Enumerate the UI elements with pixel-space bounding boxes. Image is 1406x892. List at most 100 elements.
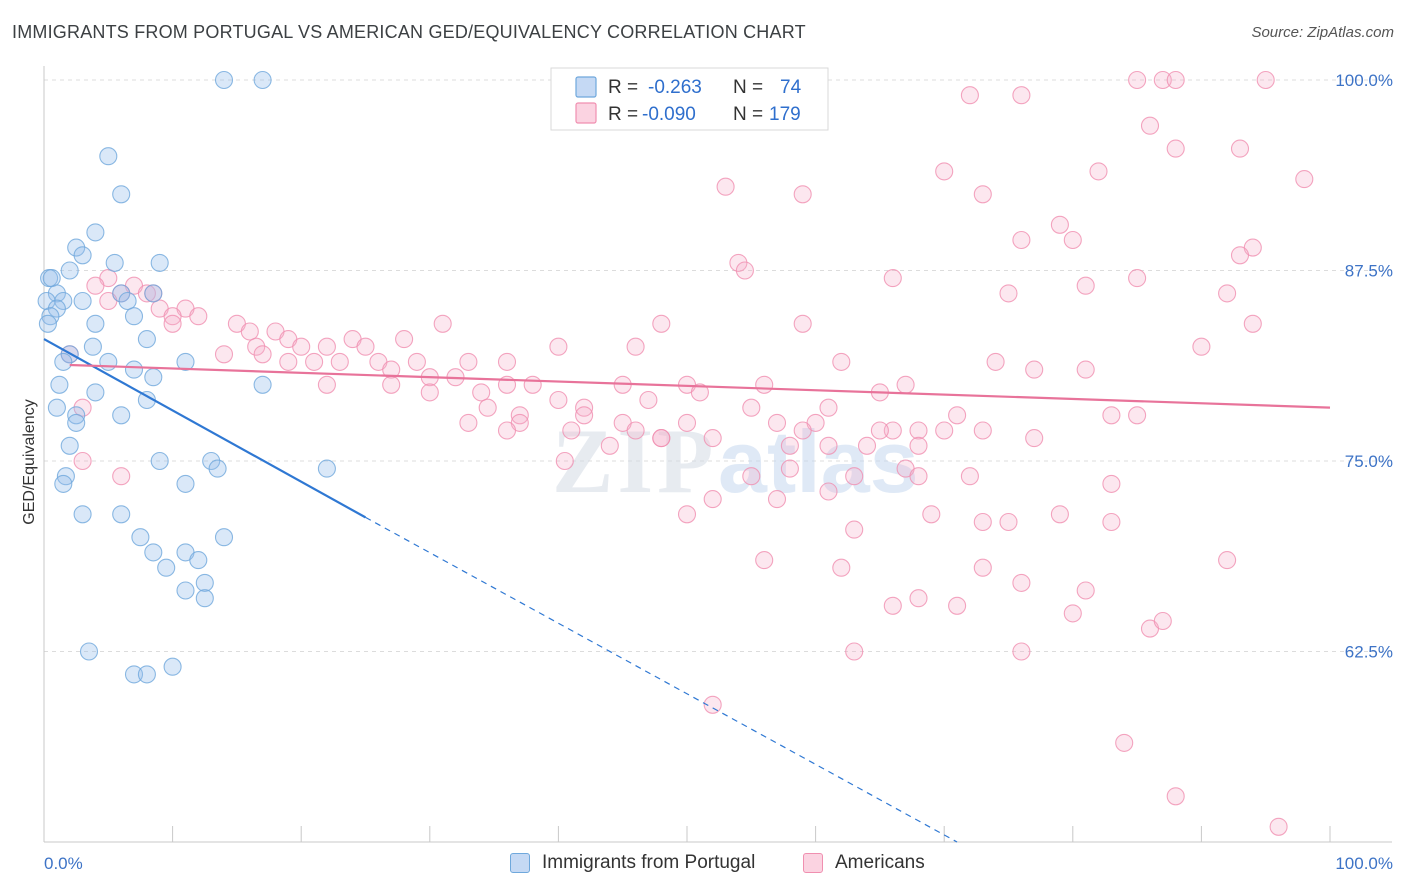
point-blue-48 [73, 505, 92, 524]
point-pink-37 [189, 307, 208, 326]
point-pink-4 [960, 86, 979, 105]
source-label: Source: ZipAtlas.com [1251, 24, 1394, 41]
legend-label-immigrants: Immigrants from Portugal [542, 852, 756, 873]
point-pink-42 [163, 314, 182, 333]
point-pink-0 [1128, 70, 1147, 90]
point-pink-120 [909, 436, 928, 455]
point-pink-88 [575, 398, 594, 417]
point-pink-129 [819, 482, 838, 501]
point-pink-124 [742, 467, 761, 486]
point-pink-134 [973, 512, 992, 532]
point-pink-82 [896, 375, 915, 394]
point-pink-136 [845, 520, 864, 539]
point-blue-55 [189, 551, 208, 570]
x-tick-labels: 0.0% 100.0% [44, 854, 1393, 873]
point-pink-83 [420, 383, 439, 402]
point-pink-155 [1166, 787, 1185, 806]
point-blue-22 [124, 307, 144, 326]
trend-lines [43, 338, 1331, 843]
point-pink-141 [973, 558, 992, 577]
point-blue-12 [47, 284, 66, 303]
point-pink-24 [1076, 276, 1095, 295]
point-pink-154 [1115, 733, 1134, 752]
point-blue-25 [83, 337, 102, 356]
point-pink-39 [793, 314, 812, 333]
point-pink-70 [407, 352, 426, 371]
point-blue-23 [86, 314, 105, 333]
point-blue-41 [150, 451, 169, 471]
point-blue-31 [144, 368, 163, 387]
point-pink-8 [1230, 139, 1250, 158]
point-pink-90 [819, 398, 838, 417]
point-blue-29 [54, 352, 73, 371]
point-pink-23 [1128, 269, 1147, 288]
legend-n-value-1: 74 [780, 77, 802, 98]
point-pink-130 [703, 490, 722, 509]
point-blue-6 [73, 246, 92, 265]
point-pink-145 [883, 596, 902, 615]
point-blue-27 [176, 352, 195, 371]
point-pink-158 [112, 467, 131, 486]
point-pink-91 [73, 398, 92, 417]
legend-item-americans[interactable]: Americans [803, 852, 925, 874]
point-pink-92 [510, 406, 529, 425]
point-pink-3 [1256, 70, 1275, 90]
point-pink-109 [703, 429, 722, 448]
point-pink-118 [819, 436, 838, 455]
point-blue-37 [112, 406, 131, 425]
point-pink-110 [780, 436, 799, 455]
legend-swatch-blue [510, 853, 530, 873]
point-pink-132 [677, 505, 697, 524]
point-blue-52 [144, 543, 163, 562]
legend-r-value-2: -0.090 [642, 104, 696, 125]
point-pink-153 [703, 695, 722, 714]
point-blue-40 [60, 436, 79, 455]
series-americans [60, 70, 1314, 836]
point-pink-135 [1050, 505, 1069, 524]
point-pink-157 [73, 451, 92, 471]
point-pink-87 [478, 398, 497, 417]
point-pink-14 [973, 185, 992, 204]
legend-item-immigrants[interactable]: Immigrants from Portugal [510, 852, 755, 874]
point-pink-2 [1166, 70, 1185, 90]
grid-lines [44, 79, 1392, 652]
point-blue-62 [163, 657, 182, 676]
point-pink-68 [1192, 337, 1211, 356]
point-blue-30 [124, 360, 144, 379]
point-pink-128 [1102, 474, 1121, 493]
point-pink-38 [652, 314, 671, 333]
y-tick-label-3: 100.0% [1335, 71, 1393, 90]
y-tick-label-2: 87.5% [1345, 262, 1393, 281]
point-pink-62 [459, 352, 478, 371]
point-pink-111 [793, 421, 812, 440]
point-blue-44 [317, 459, 336, 478]
point-pink-1 [1153, 70, 1172, 90]
point-blue-16 [54, 291, 73, 311]
point-pink-113 [935, 421, 954, 440]
point-pink-152 [1012, 642, 1031, 661]
point-pink-45 [240, 322, 259, 341]
point-pink-146 [948, 596, 967, 615]
point-pink-59 [305, 352, 324, 371]
point-pink-125 [845, 467, 864, 486]
point-pink-94 [948, 406, 967, 425]
point-pink-6 [1140, 116, 1160, 135]
point-blue-43 [208, 459, 227, 478]
point-pink-56 [253, 345, 272, 364]
point-blue-47 [176, 474, 195, 493]
point-pink-67 [1076, 360, 1095, 379]
point-blue-13 [112, 284, 131, 303]
point-pink-48 [395, 330, 414, 349]
point-blue-21 [38, 314, 57, 333]
point-pink-112 [870, 421, 889, 440]
legend-n-label-1: N = [733, 77, 763, 98]
point-pink-138 [1102, 512, 1121, 532]
point-pink-147 [1063, 604, 1082, 623]
point-pink-101 [767, 413, 787, 432]
point-pink-53 [549, 337, 568, 356]
point-blue-46 [54, 474, 73, 493]
point-pink-13 [793, 185, 812, 204]
point-pink-9 [935, 162, 954, 181]
point-pink-100 [677, 413, 697, 432]
point-blue-57 [176, 581, 195, 600]
